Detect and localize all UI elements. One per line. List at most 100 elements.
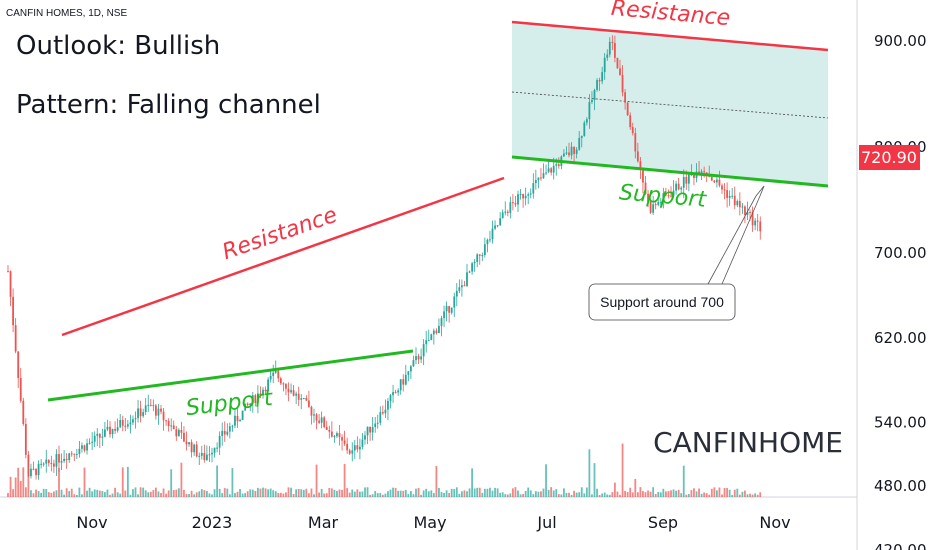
volume-bar: [234, 493, 236, 497]
volume-bar: [412, 494, 415, 497]
volume-bar: [751, 494, 754, 497]
volume-bar: [310, 488, 313, 497]
volume-bar: [341, 489, 343, 497]
time-axis[interactable]: Nov 2023 Mar May Jul Sep Nov: [76, 513, 790, 532]
candle-body: [624, 92, 626, 103]
volume-bar: [45, 489, 48, 497]
volume-bar: [499, 492, 502, 497]
volume-bar: [9, 476, 12, 497]
candle-body: [320, 417, 323, 423]
candle-body: [392, 392, 394, 396]
resistance-line-2[interactable]: [511, 20, 829, 52]
candle-body: [435, 330, 438, 334]
volume-bar: [563, 488, 565, 497]
candle-body: [731, 195, 734, 197]
candle-body: [654, 204, 657, 206]
volume-bar: [608, 494, 611, 497]
candle-body: [552, 165, 555, 173]
volume-bar: [93, 489, 96, 497]
volume-bar: [583, 493, 586, 497]
volume-bar: [348, 492, 351, 497]
volume-bar: [287, 487, 290, 497]
support-line-1[interactable]: [47, 349, 414, 402]
candle-body: [687, 174, 690, 184]
candle-body: [716, 179, 718, 183]
candle-body: [547, 168, 550, 173]
candle-body: [30, 468, 32, 477]
volume-bar: [53, 491, 55, 497]
candle-body: [45, 459, 48, 464]
candle-body: [262, 389, 264, 396]
candle-body: [35, 468, 37, 476]
volume-bar: [540, 491, 542, 497]
x-tick-label: Sep: [648, 513, 678, 532]
candle-body: [328, 429, 331, 432]
candle-body: [200, 452, 203, 456]
candle-body: [491, 228, 494, 240]
volume-bar: [328, 488, 331, 497]
support-line-2[interactable]: [511, 155, 829, 188]
candle-body: [315, 414, 318, 421]
candle-body: [221, 430, 224, 436]
candle-body: [282, 383, 285, 385]
volume-bar: [693, 488, 695, 497]
callout-text: Support around 700: [600, 294, 724, 310]
candle-body: [514, 202, 517, 205]
volume-bar: [665, 491, 667, 497]
x-tick-label: Nov: [76, 513, 107, 532]
volume-bar: [218, 488, 221, 497]
volume-bar: [132, 489, 134, 497]
volume-bar: [155, 487, 157, 497]
volume-bar: [231, 468, 234, 497]
candle-body: [580, 136, 583, 139]
volume-bar: [177, 488, 180, 497]
candle-body: [160, 408, 162, 412]
candle-body: [65, 458, 68, 461]
candle-body: [111, 429, 114, 435]
volume-bar: [88, 487, 91, 497]
candle-body: [226, 431, 229, 435]
candle-body: [407, 371, 410, 375]
volume-bar: [185, 493, 188, 497]
candle-body: [305, 397, 308, 401]
volume-bar: [404, 489, 407, 497]
volume-bar: [565, 492, 568, 497]
callout-box[interactable]: [588, 283, 736, 321]
candle-body: [292, 390, 295, 396]
candle-body: [432, 330, 435, 335]
volume-bar: [78, 487, 81, 497]
candle-body: [412, 360, 415, 367]
volume-bar: [274, 491, 277, 497]
volume-bar: [104, 492, 106, 497]
candle-body: [185, 441, 188, 445]
candle-body: [733, 195, 736, 206]
candle-body: [527, 194, 530, 196]
volume-bar: [356, 489, 359, 497]
candle-body: [269, 375, 272, 380]
volume-bar: [172, 490, 175, 497]
resistance-line-1[interactable]: [61, 176, 505, 337]
candle-body: [619, 68, 621, 75]
candle-body: [376, 422, 379, 424]
candle-body: [14, 325, 17, 352]
volume-bar: [588, 449, 591, 497]
volume-bar: [279, 492, 282, 497]
volume-bar: [652, 487, 655, 497]
volume-bar: [330, 488, 333, 497]
volume-bar: [491, 490, 494, 497]
candle-body: [88, 442, 91, 444]
candle-body: [463, 285, 466, 287]
volume-bar: [165, 493, 167, 497]
candle-body: [537, 177, 540, 181]
volume-bar: [593, 463, 596, 497]
volume-bar: [22, 467, 25, 497]
volume-bar: [450, 488, 453, 497]
volume-bar: [251, 489, 254, 497]
candle-body: [106, 426, 109, 430]
volume-bar: [203, 490, 206, 497]
candle-body: [75, 453, 78, 455]
candle-body: [721, 185, 723, 190]
channel-midline: [511, 91, 829, 119]
volume-bar: [466, 491, 468, 497]
